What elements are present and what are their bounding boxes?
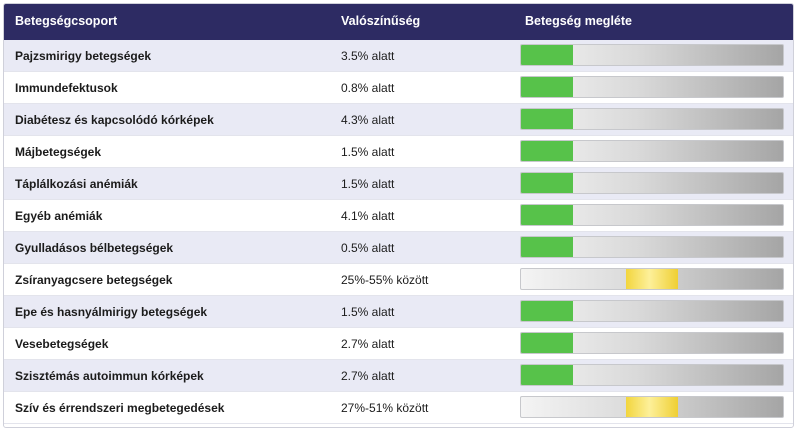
header-probability: Valószínűség <box>341 14 421 28</box>
presence-fill-green <box>521 45 574 65</box>
disease-group-name: Epe és hasnyálmirigy betegségek <box>15 305 208 319</box>
disease-group-name: Vesebetegségek <box>15 337 109 351</box>
probability-value: 25%-55% között <box>341 273 429 287</box>
probability-value: 2.7% alatt <box>341 369 395 383</box>
table-row: Szisztémás autoimmun kórképek 2.7% alatt <box>4 360 793 392</box>
presence-fill-green <box>521 205 574 225</box>
presence-fill-yellow <box>625 397 679 417</box>
probability-value: 1.5% alatt <box>341 305 395 319</box>
header-group: Betegségcsoport <box>15 14 118 28</box>
presence-indicator-bar <box>520 108 784 130</box>
presence-indicator-bar <box>520 172 784 194</box>
presence-indicator-bar <box>520 44 784 66</box>
table-row: Egyéb anémiák 4.1% alatt <box>4 200 793 232</box>
presence-indicator-bar <box>520 300 784 322</box>
table-row: Diabétesz és kapcsolódó kórképek 4.3% ala… <box>4 104 793 136</box>
disease-group-name: Táplálkozási anémiák <box>15 177 138 191</box>
probability-value: 0.8% alatt <box>341 81 395 95</box>
presence-fill-green <box>521 365 574 385</box>
presence-indicator-bar <box>520 268 784 290</box>
disease-group-name: Májbetegségek <box>15 145 102 159</box>
presence-indicator-bar <box>520 140 784 162</box>
presence-indicator-bar <box>520 332 784 354</box>
presence-indicator-bar <box>520 236 784 258</box>
presence-indicator-bar <box>520 396 784 418</box>
table-row: Gyulladásos bélbetegségek 0.5% alatt <box>4 232 793 264</box>
disease-group-name: Zsíranyagcsere betegségek <box>15 273 173 287</box>
presence-indicator-bar <box>520 204 784 226</box>
disease-risk-table: Betegségcsoport Valószínűség Betegség me… <box>3 3 794 428</box>
probability-value: 0.5% alatt <box>341 241 395 255</box>
presence-indicator-bar <box>520 76 784 98</box>
probability-value: 4.1% alatt <box>341 209 395 223</box>
presence-fill-green <box>521 109 574 129</box>
table-row: Táplálkozási anémiák 1.5% alatt <box>4 168 793 200</box>
table-row: Májbetegségek 1.5% alatt <box>4 136 793 168</box>
probability-value: 3.5% alatt <box>341 49 395 63</box>
disease-group-name: Egyéb anémiák <box>15 209 103 223</box>
presence-fill-green <box>521 173 574 193</box>
presence-fill-green <box>521 301 574 321</box>
probability-value: 4.3% alatt <box>341 113 395 127</box>
probability-value: 27%-51% között <box>341 401 429 415</box>
disease-group-name: Pajzsmirigy betegségek <box>15 49 152 63</box>
disease-group-name: Szív és érrendszeri megbetegedések <box>15 401 225 415</box>
presence-fill-yellow <box>625 269 679 289</box>
disease-group-name: Diabétesz és kapcsolódó kórképek <box>15 113 214 127</box>
table-row: Pajzsmirigy betegségek 3.5% alatt <box>4 40 793 72</box>
table-row: Immundefektusok 0.8% alatt <box>4 72 793 104</box>
presence-fill-green <box>521 333 574 353</box>
table-body: Pajzsmirigy betegségek 3.5% alatt Immundef… <box>4 40 793 424</box>
probability-value: 1.5% alatt <box>341 177 395 191</box>
header-presence: Betegség megléte <box>525 14 632 28</box>
table-row: Szív és érrendszeri megbetegedések 27%-51… <box>4 392 793 424</box>
disease-group-name: Gyulladásos bélbetegségek <box>15 241 174 255</box>
presence-indicator-bar <box>520 364 784 386</box>
disease-group-name: Immundefektusok <box>15 81 118 95</box>
probability-value: 2.7% alatt <box>341 337 395 351</box>
table-row: Epe és hasnyálmirigy betegségek 1.5% alat… <box>4 296 793 328</box>
disease-group-name: Szisztémás autoimmun kórképek <box>15 369 204 383</box>
presence-fill-green <box>521 237 574 257</box>
probability-value: 1.5% alatt <box>341 145 395 159</box>
table-header: Betegségcsoport Valószínűség Betegség me… <box>4 4 793 40</box>
table-row: Vesebetegségek 2.7% alatt <box>4 328 793 360</box>
presence-fill-green <box>521 77 574 97</box>
table-row: Zsíranyagcsere betegségek 25%-55% között <box>4 264 793 296</box>
presence-fill-green <box>521 141 574 161</box>
